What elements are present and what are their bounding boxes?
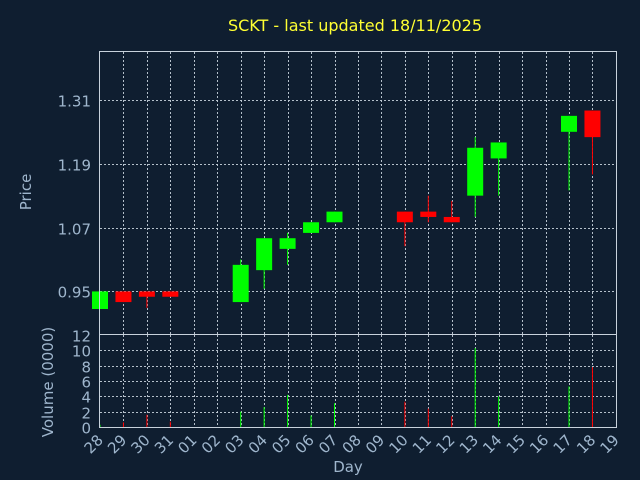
day-axis-label: Day: [333, 458, 363, 476]
volume-tick-label: 2: [81, 405, 91, 423]
day-tick-label: 18: [573, 431, 599, 457]
day-tick-label: 15: [503, 431, 529, 457]
day-tick-label: 08: [339, 431, 365, 457]
day-tick-label: 19: [596, 431, 622, 457]
chart-title: SCKT - last updated 18/11/2025: [228, 16, 482, 35]
volume-tick-label: 10: [72, 343, 91, 361]
candle-body: [303, 222, 320, 233]
price-tick-label: 1.19: [58, 157, 91, 175]
volume-tick-label: 4: [81, 389, 91, 407]
day-tick-label: 03: [221, 431, 247, 457]
volume-grid: [100, 335, 616, 427]
day-tick-label: 04: [245, 431, 271, 457]
day-tick-label: 07: [315, 431, 341, 457]
volume-tick-label: 12: [72, 328, 91, 346]
price-axis-ticks: 0.95 1.07 1.19 1.31: [58, 93, 91, 302]
day-axis-ticks: 2829303101020304050607080910111213141516…: [81, 431, 623, 457]
candle-body: [396, 211, 413, 223]
day-tick-label: 16: [526, 431, 552, 457]
candle-body: [420, 211, 437, 217]
candle-body: [443, 216, 460, 223]
day-tick-label: 31: [151, 431, 177, 457]
day-tick-label: 09: [362, 431, 388, 457]
candle-body: [138, 291, 155, 297]
day-tick-label: 10: [385, 431, 411, 457]
day-tick-label: 11: [409, 431, 435, 457]
volume-panel-frame: [99, 334, 617, 428]
volume-axis-label: Volume (0000): [39, 327, 57, 437]
day-tick-label: 02: [198, 431, 224, 457]
candle-body: [232, 264, 249, 303]
volume-tick-label: 8: [81, 359, 91, 377]
price-axis-label: Price: [17, 174, 35, 211]
day-tick-label: 01: [174, 431, 200, 457]
day-tick-label: 29: [104, 431, 130, 457]
day-tick-label: 17: [550, 431, 576, 457]
candle-body: [256, 238, 273, 271]
candle-body: [467, 147, 484, 196]
volume-tick-label: 0: [81, 420, 91, 438]
day-tick-label: 06: [292, 431, 318, 457]
volume-tick-label: 6: [81, 374, 91, 392]
price-tick-label: 1.31: [58, 93, 91, 111]
price-tick-label: 0.95: [58, 284, 91, 302]
candle-body: [279, 238, 296, 249]
price-grid: [100, 52, 616, 334]
candle-body: [326, 211, 343, 223]
volume-bars: [99, 348, 593, 427]
day-tick-label: 12: [432, 431, 458, 457]
day-tick-label: 13: [456, 431, 482, 457]
candle-body: [584, 110, 601, 138]
price-tick-label: 1.07: [58, 221, 91, 239]
day-tick-label: 05: [268, 431, 294, 457]
candle-body: [561, 115, 577, 132]
candle-body: [162, 291, 179, 297]
day-tick-label: 30: [127, 431, 153, 457]
candle-body: [115, 291, 132, 303]
price-candles: [92, 110, 601, 309]
day-tick-label: 14: [479, 431, 505, 457]
candle-body: [490, 142, 507, 159]
